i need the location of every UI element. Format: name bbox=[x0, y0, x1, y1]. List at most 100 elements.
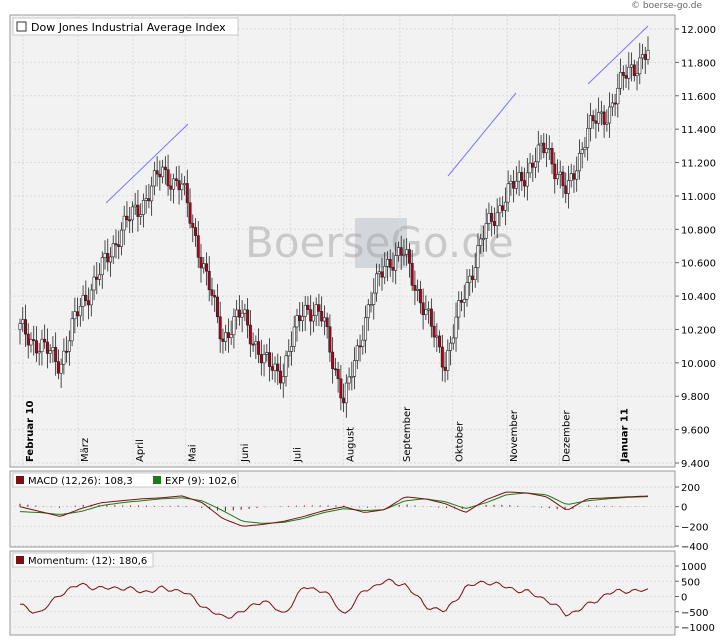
candle bbox=[191, 223, 195, 228]
month-label: September bbox=[402, 406, 413, 462]
candle bbox=[158, 173, 162, 178]
momentum-legend-box bbox=[12, 552, 154, 568]
candle bbox=[550, 148, 554, 165]
candle bbox=[613, 102, 617, 105]
candle bbox=[624, 75, 628, 79]
month-label: November bbox=[509, 409, 520, 462]
candle bbox=[199, 257, 203, 269]
candle bbox=[383, 266, 387, 278]
price-legend-label: Dow Jones Industrial Average Index bbox=[31, 21, 226, 34]
candle bbox=[204, 263, 208, 272]
candle bbox=[70, 318, 74, 342]
candle bbox=[128, 219, 132, 222]
candle bbox=[185, 183, 189, 204]
price-grid bbox=[10, 28, 675, 464]
month-label: Oktober bbox=[455, 421, 466, 462]
candle bbox=[470, 275, 474, 280]
candle bbox=[443, 366, 447, 371]
candle bbox=[270, 366, 274, 371]
month-label: Dezember bbox=[561, 410, 572, 462]
exp-legend-label: EXP (9): 102,6 bbox=[165, 476, 237, 487]
price-y-tick-label: 10.800 bbox=[681, 225, 716, 236]
candle bbox=[517, 172, 521, 182]
price-legend-box bbox=[12, 17, 239, 36]
candle bbox=[495, 212, 499, 226]
month-label: Februar 10 bbox=[25, 400, 36, 462]
candle bbox=[37, 351, 41, 354]
candle bbox=[605, 122, 609, 125]
candle bbox=[98, 274, 102, 280]
candle bbox=[569, 173, 573, 181]
candle bbox=[152, 170, 156, 187]
candle bbox=[588, 115, 592, 129]
candle bbox=[237, 309, 241, 318]
candle bbox=[248, 324, 252, 345]
candle bbox=[325, 317, 329, 328]
candle bbox=[139, 214, 143, 217]
price-y-tick-label: 10.000 bbox=[681, 359, 716, 370]
month-gridlines bbox=[22, 15, 618, 467]
candle bbox=[547, 148, 551, 150]
candle bbox=[561, 171, 565, 187]
candle bbox=[306, 304, 310, 310]
candle bbox=[591, 115, 595, 122]
candle bbox=[108, 256, 112, 263]
candle bbox=[457, 300, 461, 318]
candle bbox=[268, 352, 272, 367]
month-label: Juni bbox=[240, 444, 251, 463]
candle bbox=[558, 171, 562, 175]
candle bbox=[536, 144, 540, 163]
candle bbox=[133, 204, 137, 208]
candle bbox=[506, 183, 510, 203]
candle bbox=[542, 142, 546, 154]
candle bbox=[215, 296, 219, 318]
candle bbox=[539, 142, 543, 146]
candle bbox=[194, 227, 198, 236]
candle bbox=[405, 249, 409, 255]
candle bbox=[520, 172, 524, 181]
candle bbox=[413, 285, 417, 291]
candle bbox=[56, 361, 60, 374]
candle bbox=[295, 315, 299, 328]
candle bbox=[575, 170, 579, 180]
candle bbox=[221, 338, 225, 342]
candle bbox=[100, 257, 104, 276]
trend-line bbox=[447, 92, 517, 177]
candle bbox=[232, 316, 236, 336]
candle bbox=[350, 376, 354, 378]
candle bbox=[172, 178, 176, 190]
candle bbox=[67, 340, 71, 352]
candle bbox=[347, 376, 351, 384]
macd-y-tick-label: 0 bbox=[681, 503, 687, 514]
candle bbox=[608, 106, 612, 124]
macd-legend-label: MACD (12,26): 108,3 bbox=[28, 476, 133, 487]
momentum-y-tick-label: 0 bbox=[681, 593, 687, 604]
candle bbox=[144, 198, 148, 201]
candle bbox=[402, 253, 406, 256]
candle bbox=[177, 180, 181, 191]
price-y-axis: 12.000 11.800 11.600 11.400 11.200 11.000 10.8… bbox=[675, 25, 716, 470]
month-label: Januar 11 bbox=[619, 408, 630, 463]
price-y-tick-label: 9.600 bbox=[681, 426, 710, 437]
candle bbox=[276, 363, 280, 372]
candle bbox=[421, 302, 425, 316]
candle bbox=[407, 249, 411, 264]
candle bbox=[509, 181, 513, 185]
candle bbox=[333, 368, 337, 371]
copyright-text: © boerse-go.de bbox=[631, 1, 702, 11]
candle bbox=[229, 334, 233, 339]
price-y-tick-label: 11.200 bbox=[681, 159, 716, 170]
candle bbox=[111, 243, 115, 258]
candle bbox=[481, 238, 485, 240]
candle bbox=[619, 72, 623, 89]
candle bbox=[385, 259, 389, 267]
candle bbox=[84, 294, 88, 301]
candle bbox=[292, 326, 296, 347]
exp-swatch bbox=[153, 476, 161, 484]
candle bbox=[62, 350, 66, 365]
candle bbox=[394, 255, 398, 271]
candle bbox=[73, 311, 77, 320]
macd-y-tick-label: −400 bbox=[681, 542, 708, 553]
candle bbox=[435, 335, 439, 338]
macd-line bbox=[19, 491, 649, 527]
